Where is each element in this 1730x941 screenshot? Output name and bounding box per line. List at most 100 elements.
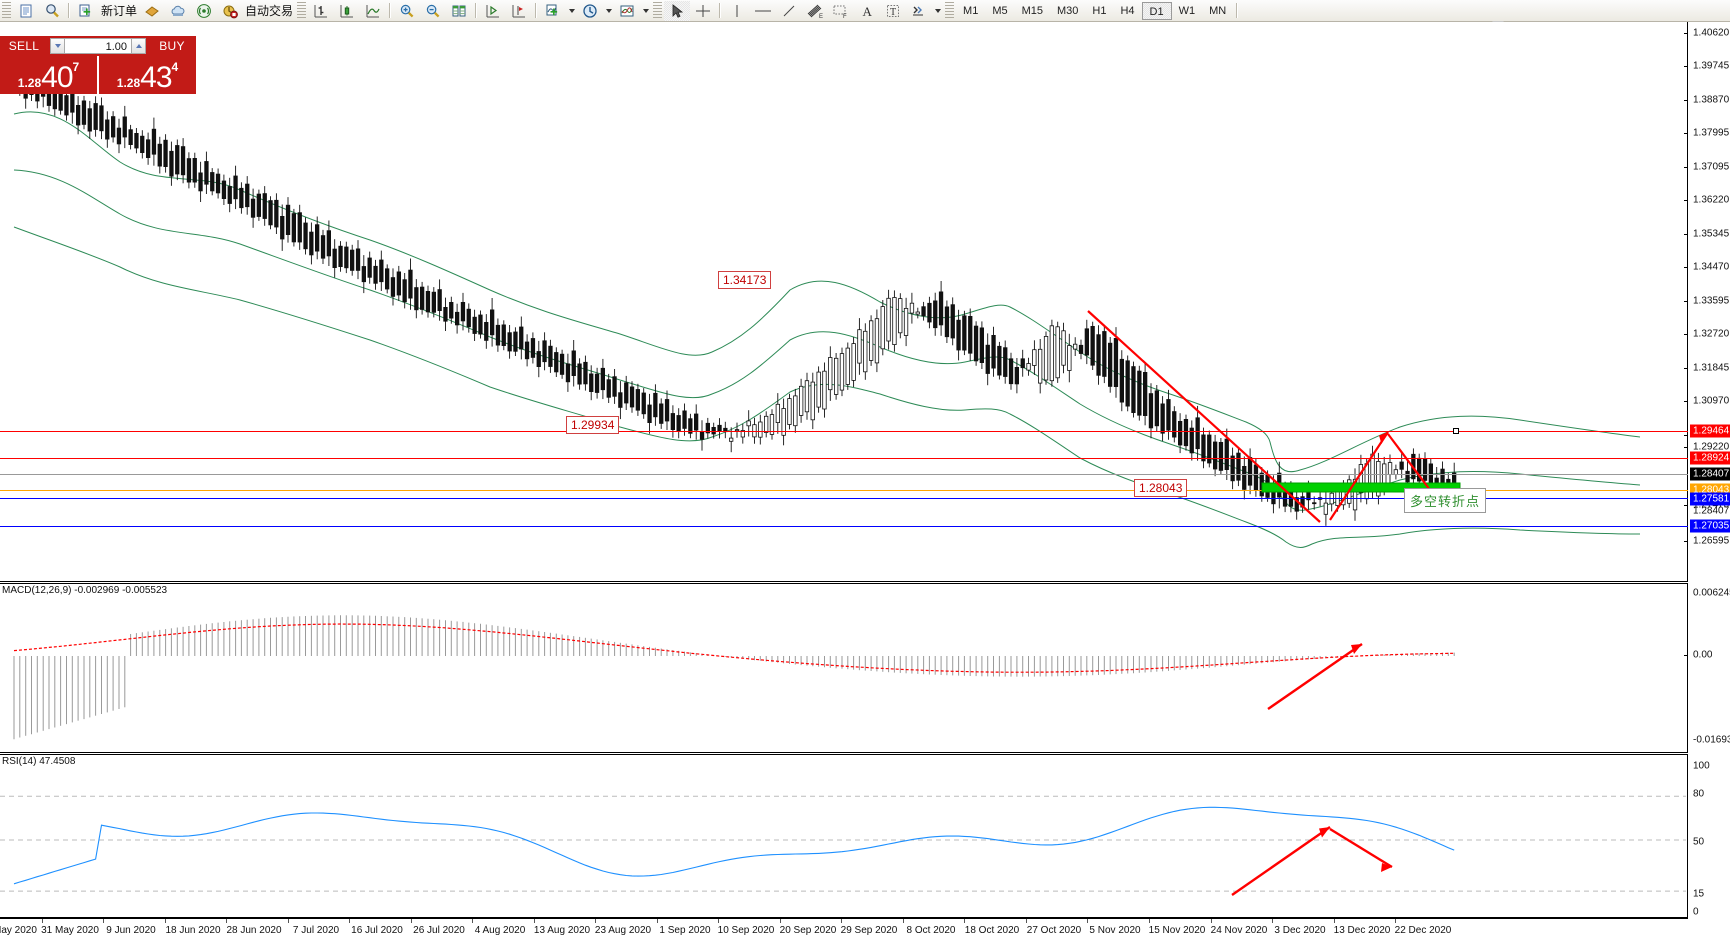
new-order-icon[interactable] [73,1,99,21]
price-badge-resistance-1[interactable]: 1.29464 [1690,424,1730,438]
chart-bar-icon[interactable] [308,1,334,21]
profile-icon[interactable] [139,1,165,21]
text-f-icon[interactable]: F [828,1,854,21]
templates-dropdown-arrow[interactable] [640,1,651,21]
timeframe-m5[interactable]: M5 [992,4,1008,17]
timeframe-m30[interactable]: M30 [1057,4,1079,17]
toolbar-grip-3[interactable] [653,1,663,20]
sell-price-main: 40 [41,61,73,94]
pivot-line-128043[interactable] [0,490,1688,491]
price-tick: 1.29220 [1693,441,1730,453]
autotrading-label[interactable]: 自动交易 [245,4,294,18]
price-badge-support-1[interactable]: 1.27581 [1690,492,1730,506]
price-tick: 1.37095 [1693,161,1730,173]
rsi-pane[interactable]: RSI(14) 47.4508 [0,754,1688,918]
buy-button[interactable]: BUY [148,36,196,56]
autotrading-icon[interactable] [217,1,243,21]
signal-icon[interactable] [191,1,217,21]
text-a-icon[interactable]: A [854,1,880,21]
resistance-line-128924[interactable] [0,458,1688,459]
rsi-axis[interactable]: 100 80 50 15 0 [1688,754,1730,918]
chart-area[interactable]: 1.34173 1.29934 1.28043 多空转折点 1.40620 1.… [0,22,1730,941]
cloud-icon[interactable] [165,1,191,21]
resistance-line-handle[interactable] [1453,428,1459,434]
timeframe-m15[interactable]: M15 [1021,4,1043,17]
buy-price-display[interactable]: 1.28 43 4 [99,56,196,94]
support-line-127035[interactable] [0,526,1688,527]
period-clock-icon[interactable] [577,1,603,21]
hline-icon[interactable] [750,1,776,21]
price-tick: 1.30970 [1693,395,1730,407]
trendline-icon[interactable] [776,1,802,21]
resistance-line-129464[interactable] [0,431,1688,432]
timeframe-h1[interactable]: H1 [1092,4,1107,17]
volume-input[interactable]: 1.00 [65,38,131,54]
timeframe-m1[interactable]: M1 [963,4,979,17]
date-tick-label: 22 Dec 2020 [1394,925,1452,936]
vline-icon[interactable] [724,1,750,21]
price-badge-current[interactable]: 1.28407 [1690,467,1730,481]
templates-icon[interactable] [614,1,640,21]
toolbar-separator-3 [386,2,394,20]
note-bull-bear-turning-point[interactable]: 多空转折点 [1404,488,1487,513]
document-icon[interactable] [13,1,39,21]
cursor-icon[interactable] [664,0,691,21]
new-order-label[interactable]: 新订单 [101,4,138,18]
timeframe-mn[interactable]: MN [1209,4,1227,17]
date-tick-label: 31 May 2020 [41,925,99,936]
shift-end-icon[interactable] [506,1,532,21]
price-tick: 1.26595 [1693,535,1730,547]
sell-button[interactable]: SELL [0,36,48,56]
date-tick-label: 7 Jul 2020 [292,925,340,936]
macd-axis[interactable]: 0.006245 0.00 -0.016933 [1684,583,1730,753]
one-click-trading-panel[interactable]: SELL 1.00 BUY 1.28 40 7 1.28 43 4 [0,36,196,94]
toolbar-grip-4[interactable] [945,1,955,20]
price-pane[interactable]: 1.34173 1.29934 1.28043 多空转折点 [0,22,1688,582]
date-tick-label: 26 Jul 2020 [413,925,465,936]
grid-icon[interactable] [446,1,472,21]
indicators-dropdown-arrow[interactable] [566,1,577,21]
date-tick-label: 3 Dec 2020 [1274,925,1326,936]
price-axis[interactable]: 1.40620 1.39745 1.38870 1.37995 1.37095 … [1684,22,1730,582]
date-tick-label: 24 Nov 2020 [1210,925,1268,936]
date-axis[interactable]: 21 May 2020 31 May 2020 9 Jun 2020 18 Jun 2… [0,918,1688,941]
zoom-out-icon[interactable] [420,1,446,21]
callout-128043[interactable]: 1.28043 [1134,479,1188,497]
label-t-icon[interactable]: T [880,1,906,21]
toolbar-grip-2[interactable] [297,1,307,20]
macd-annotations [1267,643,1363,710]
current-price-line[interactable] [0,474,1688,475]
objects-dropdown-arrow[interactable] [932,1,943,21]
date-tick-label: 13 Aug 2020 [533,925,591,936]
search-icon[interactable] [39,1,65,21]
volume-decrement-icon[interactable] [50,38,65,54]
macd-pane[interactable]: MACD(12,26,9) -0.002969 -0.005523 [0,583,1688,753]
fibonacci-icon[interactable]: E [802,1,828,21]
price-tick: 1.39745 [1693,60,1730,72]
date-tick-label: 15 Nov 2020 [1148,925,1206,936]
price-tick: 1.31845 [1693,362,1730,374]
shift-start-icon[interactable] [480,1,506,21]
toolbar-grip[interactable] [2,1,11,20]
price-badge-resistance-2[interactable]: 1.28924 [1690,451,1730,465]
volume-stepper[interactable]: 1.00 [48,36,148,56]
chart-candle-icon[interactable] [334,1,360,21]
timeframe-w1[interactable]: W1 [1178,4,1196,17]
timeframe-h4[interactable]: H4 [1120,4,1135,17]
callout-134173[interactable]: 1.34173 [718,271,772,289]
support-line-127581[interactable] [0,498,1688,499]
callout-129934[interactable]: 1.29934 [566,416,620,434]
sell-price-prefix: 1.28 [17,76,42,90]
objects-icon[interactable] [906,1,932,21]
crosshair-icon[interactable] [690,1,716,21]
zoom-in-icon[interactable] [394,1,420,21]
date-tick-label: 20 Sep 2020 [779,925,837,936]
indicators-icon[interactable] [540,1,566,21]
price-badge-support-2[interactable]: 1.27035 [1690,519,1730,533]
toolbar-separator-6 [716,2,724,20]
chart-line-icon[interactable] [360,1,386,21]
period-dropdown-arrow[interactable] [603,1,614,21]
sell-price-display[interactable]: 1.28 40 7 [0,56,97,94]
volume-increment-icon[interactable] [131,38,146,54]
timeframe-d1[interactable]: D1 [1141,1,1172,20]
